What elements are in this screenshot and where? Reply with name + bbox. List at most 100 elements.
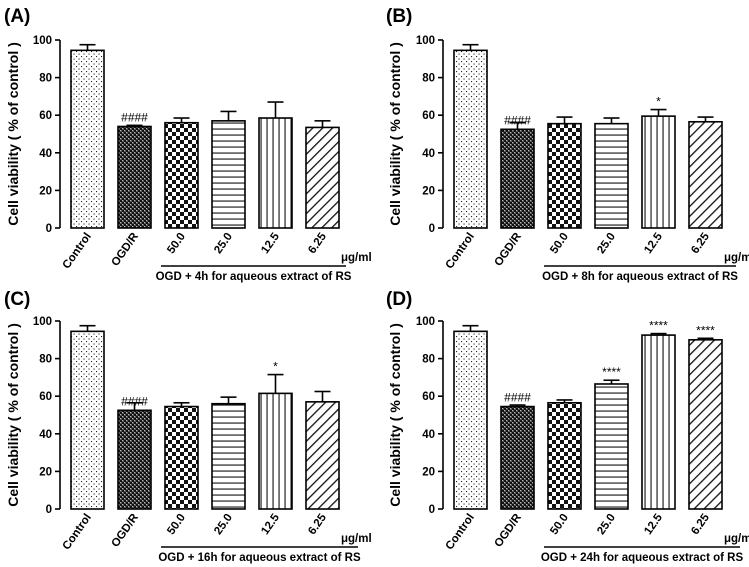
category-label: 6.25 bbox=[689, 230, 712, 256]
panel-letter: (D) bbox=[386, 289, 412, 310]
bar-50.0 bbox=[164, 405, 199, 510]
bar-OGD/R bbox=[117, 409, 152, 510]
bar-12.5 bbox=[641, 334, 676, 510]
category-label: 12.5 bbox=[642, 230, 665, 256]
chart-panel-3: (C) Cell viability ( % of control ) 0 20 40 6… bbox=[4, 289, 372, 564]
y-tick-label: 40 bbox=[422, 429, 435, 441]
y-tick-label: 100 bbox=[33, 316, 52, 328]
y-tick-label: 100 bbox=[416, 316, 435, 328]
y-tick-label: 20 bbox=[422, 466, 435, 478]
y-tick-label: 60 bbox=[39, 110, 52, 122]
y-tick-label: 20 bbox=[422, 185, 435, 197]
significance-marker: * bbox=[656, 95, 661, 109]
bar-50.0 bbox=[547, 122, 582, 229]
y-tick-label: 40 bbox=[39, 148, 52, 160]
category-label: 25.0 bbox=[212, 512, 235, 537]
category-label: 6.25 bbox=[306, 511, 329, 537]
category-label: 25.0 bbox=[595, 512, 618, 537]
y-axis-label: Cell viability ( % of control ) bbox=[387, 323, 403, 507]
bar-Control bbox=[453, 330, 488, 510]
y-tick-label: 80 bbox=[39, 354, 52, 366]
group-label: OGD + 16h for aqueous extract of RS bbox=[158, 552, 361, 564]
significance-marker: #### bbox=[504, 113, 531, 127]
category-label: OGD/R bbox=[493, 511, 525, 549]
chart-panel-2: (B) Cell viability ( % of control ) 0 20 40 6… bbox=[386, 6, 749, 283]
category-label: 6.25 bbox=[306, 230, 329, 256]
y-tick-label: 80 bbox=[39, 73, 52, 85]
y-tick-label: 0 bbox=[429, 223, 435, 235]
panel-letter: (A) bbox=[4, 6, 30, 27]
bar-25.0 bbox=[211, 120, 246, 229]
group-label: OGD + 4h for aqueous extract of RS bbox=[156, 271, 352, 283]
y-axis-label: Cell viability ( % of control ) bbox=[387, 42, 403, 226]
category-label: 50.0 bbox=[165, 231, 188, 256]
significance-marker: * bbox=[273, 360, 278, 374]
category-label: Control bbox=[61, 231, 94, 271]
bar-25.0 bbox=[594, 383, 629, 510]
y-tick-label: 20 bbox=[39, 466, 52, 478]
y-axis-label: Cell viability ( % of control ) bbox=[5, 42, 21, 226]
category-label: 50.0 bbox=[165, 512, 188, 537]
bar-50.0 bbox=[547, 401, 582, 510]
y-tick-label: 40 bbox=[39, 429, 52, 441]
category-label: 25.0 bbox=[595, 231, 618, 256]
chart-panel-1: (A) Cell viability ( % of control ) 0 20 40 6… bbox=[4, 6, 372, 283]
significance-marker: #### bbox=[121, 110, 148, 124]
category-label: 50.0 bbox=[548, 231, 571, 256]
bar-Control bbox=[70, 49, 105, 229]
significance-marker: **** bbox=[602, 365, 621, 379]
bar-25.0 bbox=[211, 402, 246, 510]
unit-label: μg/ml bbox=[341, 533, 372, 545]
y-tick-label: 100 bbox=[416, 35, 435, 47]
bar-50.0 bbox=[164, 121, 199, 229]
group-label: OGD + 8h for aqueous extract of RS bbox=[542, 271, 738, 283]
bar-6.25 bbox=[305, 126, 340, 229]
bar-Control bbox=[70, 330, 105, 510]
significance-marker: **** bbox=[696, 323, 715, 337]
bar-OGD/R bbox=[500, 405, 535, 510]
bar-6.25 bbox=[305, 401, 340, 510]
y-tick-label: 60 bbox=[39, 391, 52, 403]
category-label: 12.5 bbox=[259, 230, 282, 256]
y-tick-label: 80 bbox=[422, 73, 435, 85]
bar-6.25 bbox=[688, 120, 723, 229]
bar-12.5 bbox=[641, 115, 676, 229]
unit-label: μg/ml bbox=[341, 252, 372, 264]
bar-6.25 bbox=[688, 338, 723, 510]
y-tick-label: 40 bbox=[422, 148, 435, 160]
category-label: 12.5 bbox=[642, 511, 665, 537]
bar-Control bbox=[453, 49, 488, 229]
bar-12.5 bbox=[258, 392, 293, 510]
significance-marker: #### bbox=[121, 394, 148, 408]
category-label: Control bbox=[444, 231, 477, 271]
y-tick-label: 0 bbox=[429, 504, 435, 516]
bar-25.0 bbox=[594, 122, 629, 229]
category-label: Control bbox=[444, 512, 477, 552]
y-tick-label: 0 bbox=[46, 223, 52, 235]
category-label: 12.5 bbox=[259, 511, 282, 537]
category-label: OGD/R bbox=[493, 230, 525, 268]
y-tick-label: 60 bbox=[422, 391, 435, 403]
bar-OGD/R bbox=[117, 125, 152, 229]
group-label: OGD + 24h for aqueous extract of RS bbox=[541, 552, 744, 564]
y-tick-label: 100 bbox=[33, 35, 52, 47]
category-label: 50.0 bbox=[548, 512, 571, 537]
unit-label: μg/ml bbox=[724, 533, 749, 545]
y-tick-label: 60 bbox=[422, 110, 435, 122]
category-label: 25.0 bbox=[212, 231, 235, 256]
unit-label: μg/ml bbox=[724, 252, 749, 264]
category-label: OGD/R bbox=[110, 511, 142, 549]
y-tick-label: 20 bbox=[39, 185, 52, 197]
category-label: OGD/R bbox=[110, 230, 142, 268]
significance-marker: **** bbox=[649, 319, 668, 333]
category-label: Control bbox=[61, 512, 94, 552]
y-axis-label: Cell viability ( % of control ) bbox=[5, 323, 21, 507]
panel-letter: (B) bbox=[386, 6, 412, 27]
bar-12.5 bbox=[258, 117, 293, 229]
category-label: 6.25 bbox=[689, 511, 712, 537]
bar-OGD/R bbox=[500, 128, 535, 229]
y-tick-label: 0 bbox=[46, 504, 52, 516]
chart-panel-4: (D) Cell viability ( % of control ) 0 20 40 6… bbox=[386, 289, 749, 564]
significance-marker: #### bbox=[504, 391, 531, 405]
